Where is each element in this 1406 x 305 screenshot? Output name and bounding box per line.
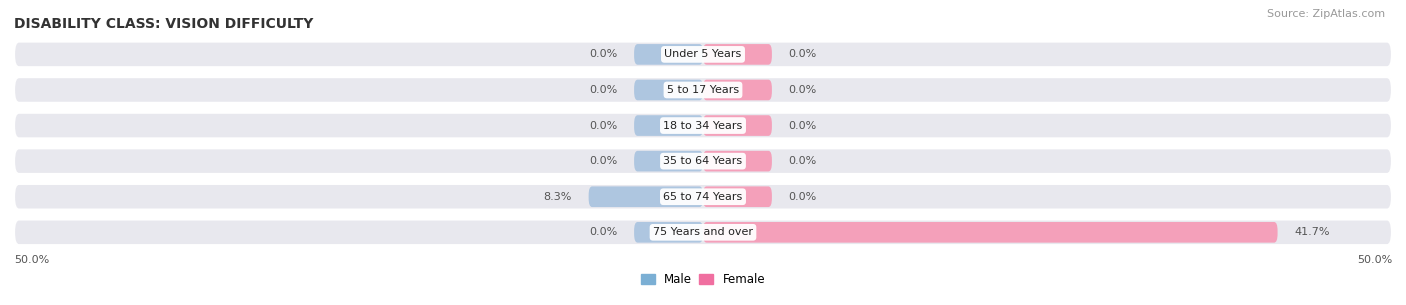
Legend: Male, Female: Male, Female [636,269,770,291]
Text: 50.0%: 50.0% [14,255,49,265]
Text: Source: ZipAtlas.com: Source: ZipAtlas.com [1267,9,1385,19]
Text: 75 Years and over: 75 Years and over [652,227,754,237]
Text: 35 to 64 Years: 35 to 64 Years [664,156,742,166]
Text: 41.7%: 41.7% [1294,227,1330,237]
Text: 65 to 74 Years: 65 to 74 Years [664,192,742,202]
FancyBboxPatch shape [634,151,703,171]
FancyBboxPatch shape [703,151,772,171]
Text: 0.0%: 0.0% [789,192,817,202]
Text: 0.0%: 0.0% [789,85,817,95]
FancyBboxPatch shape [14,184,1392,210]
FancyBboxPatch shape [14,220,1392,245]
FancyBboxPatch shape [703,44,772,65]
Text: 0.0%: 0.0% [589,49,617,59]
Text: 8.3%: 8.3% [544,192,572,202]
FancyBboxPatch shape [634,115,703,136]
FancyBboxPatch shape [703,186,772,207]
FancyBboxPatch shape [14,113,1392,138]
FancyBboxPatch shape [14,148,1392,174]
FancyBboxPatch shape [14,41,1392,67]
Text: 18 to 34 Years: 18 to 34 Years [664,120,742,131]
Text: Under 5 Years: Under 5 Years [665,49,741,59]
FancyBboxPatch shape [589,186,703,207]
Text: DISABILITY CLASS: VISION DIFFICULTY: DISABILITY CLASS: VISION DIFFICULTY [14,17,314,31]
Text: 5 to 17 Years: 5 to 17 Years [666,85,740,95]
FancyBboxPatch shape [703,115,772,136]
Text: 0.0%: 0.0% [589,156,617,166]
Text: 0.0%: 0.0% [789,120,817,131]
Text: 0.0%: 0.0% [589,227,617,237]
FancyBboxPatch shape [14,77,1392,103]
FancyBboxPatch shape [703,222,1278,243]
Text: 0.0%: 0.0% [589,120,617,131]
Text: 0.0%: 0.0% [789,49,817,59]
FancyBboxPatch shape [634,80,703,100]
FancyBboxPatch shape [634,222,703,243]
Text: 50.0%: 50.0% [1357,255,1392,265]
FancyBboxPatch shape [634,44,703,65]
Text: 0.0%: 0.0% [589,85,617,95]
FancyBboxPatch shape [703,80,772,100]
Text: 0.0%: 0.0% [789,156,817,166]
